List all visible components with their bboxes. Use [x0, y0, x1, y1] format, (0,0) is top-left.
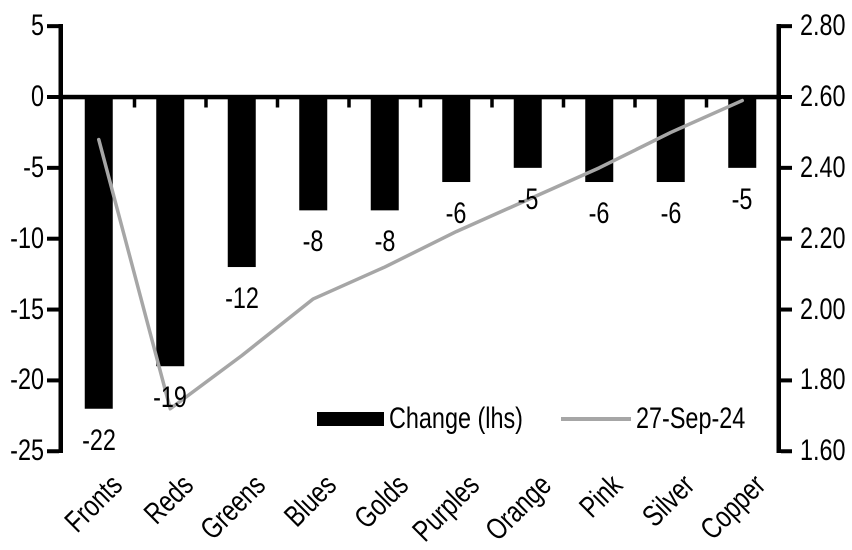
- legend-line-swatch: [561, 417, 631, 421]
- legend-bar-swatch: [317, 412, 384, 426]
- bar-copper: [728, 97, 757, 168]
- bar-value-label: -6: [660, 197, 682, 231]
- legend-line-label: 27-Sep-24: [636, 402, 746, 435]
- bar-golds: [370, 97, 399, 211]
- right-axis-tick: [781, 378, 792, 383]
- right-axis-tick-label: 2.40: [800, 150, 846, 184]
- right-axis-tick-label: 2.80: [800, 9, 846, 43]
- right-axis-tick: [781, 236, 792, 241]
- x-axis-tick: [633, 97, 637, 108]
- bar-value-label: -19: [153, 381, 188, 415]
- left-axis-tick: [47, 95, 59, 99]
- left-axis-tick-label: -5: [23, 150, 44, 184]
- x-axis-tick: [132, 97, 137, 108]
- left-axis-line: [58, 24, 63, 453]
- bar-fronts: [84, 97, 113, 409]
- x-axis-tick: [204, 97, 208, 108]
- left-axis-tick-label: 5: [30, 9, 44, 43]
- right-axis-tick: [781, 449, 792, 454]
- left-axis-tick: [47, 236, 59, 241]
- legend-bar-label: Change (lhs): [389, 402, 523, 435]
- x-axis-tick: [704, 97, 709, 108]
- bar-value-label: -8: [302, 225, 324, 259]
- bar-orange: [513, 97, 542, 168]
- right-axis-tick: [781, 165, 792, 170]
- left-axis-tick-label: -25: [10, 434, 44, 468]
- bar-value-label: -5: [731, 182, 753, 216]
- series-line: [97, 98, 744, 411]
- right-axis-tick-label: 1.60: [800, 434, 846, 468]
- bar-value-label: -6: [588, 197, 610, 231]
- right-axis-tick: [781, 24, 792, 29]
- right-axis-tick: [781, 307, 792, 312]
- left-axis-tick-label: -20: [10, 363, 44, 397]
- x-axis-tick: [347, 97, 351, 108]
- left-axis-tick: [47, 449, 59, 454]
- x-axis-tick: [561, 97, 566, 108]
- right-axis-tick-label: 2.20: [800, 221, 846, 255]
- left-axis-tick-label: 0: [30, 80, 44, 113]
- x-axis-tick: [418, 97, 423, 108]
- left-axis-tick-label: -10: [10, 221, 44, 255]
- bar-value-label: -6: [445, 197, 467, 231]
- right-axis-tick-label: 2.60: [800, 80, 846, 113]
- bar-blues: [299, 97, 328, 211]
- bar-silver: [656, 97, 685, 183]
- bar-value-label: -8: [374, 225, 396, 259]
- bar-reds: [156, 97, 185, 367]
- left-axis-tick: [47, 378, 59, 383]
- x-axis-tick: [490, 97, 494, 108]
- left-axis-tick: [47, 24, 59, 29]
- right-axis-tick-label: 1.80: [800, 363, 846, 397]
- bar-greens: [227, 97, 256, 268]
- left-axis-tick: [47, 307, 59, 312]
- x-axis-tick: [275, 97, 280, 108]
- right-axis-tick-label: 2.00: [800, 292, 846, 326]
- bar-value-label: -5: [517, 182, 539, 216]
- right-axis-tick: [781, 95, 792, 99]
- left-axis-tick-label: -15: [10, 292, 44, 326]
- left-axis-tick: [47, 165, 59, 170]
- bar-value-label: -22: [81, 423, 116, 457]
- bar-purples: [442, 97, 471, 183]
- bar-value-label: -12: [224, 282, 259, 316]
- right-axis-line: [776, 24, 781, 453]
